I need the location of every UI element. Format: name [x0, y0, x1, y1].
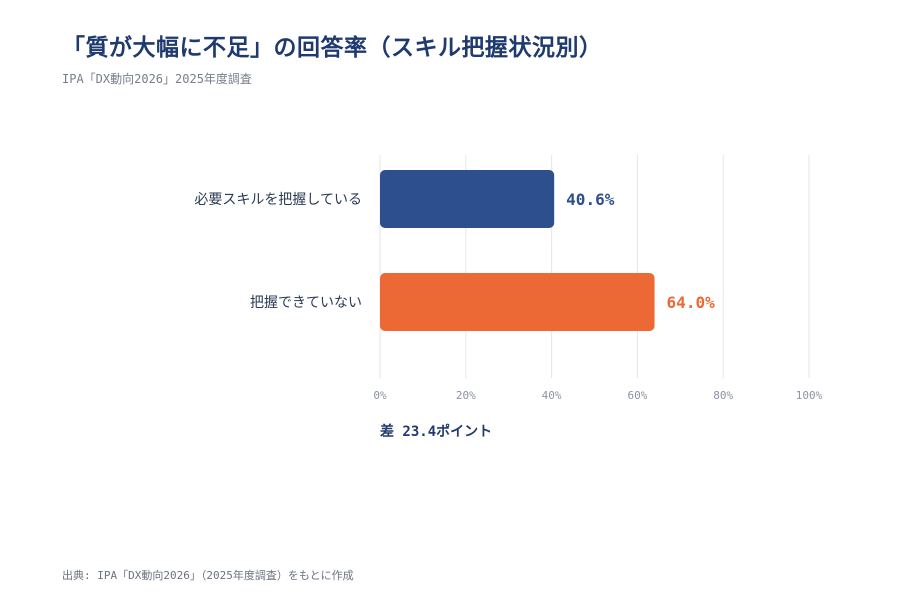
value-label: 64.0%	[667, 293, 716, 312]
x-tick-label: 0%	[373, 389, 387, 402]
chart-subtitle: IPA「DX動向2026」2025年度調査	[62, 72, 252, 86]
category-label: 把握できていない	[250, 295, 362, 311]
category-label: 必要スキルを把握している	[194, 192, 362, 208]
x-tick-label: 40%	[542, 389, 562, 402]
value-label: 40.6%	[566, 190, 615, 209]
x-tick-label: 60%	[627, 389, 647, 402]
bar	[380, 273, 655, 331]
source-note: 出典: IPA「DX動向2026」（2025年度調査）をもとに作成	[62, 569, 354, 582]
difference-annotation: 差 23.4ポイント	[380, 424, 493, 440]
x-tick-label: 20%	[456, 389, 476, 402]
gridlines	[379, 155, 810, 378]
bar	[380, 170, 555, 228]
chart-title: 「質が大幅に不足」の回答率（スキル把握状況別）	[62, 35, 603, 61]
x-tick-labels: 0% 20% 40% 60% 80% 100%	[373, 389, 822, 402]
value-labels: 40.6% 64.0%	[566, 190, 715, 312]
x-tick-label: 100%	[796, 389, 823, 402]
bars	[380, 170, 655, 331]
x-tick-label: 80%	[713, 389, 733, 402]
